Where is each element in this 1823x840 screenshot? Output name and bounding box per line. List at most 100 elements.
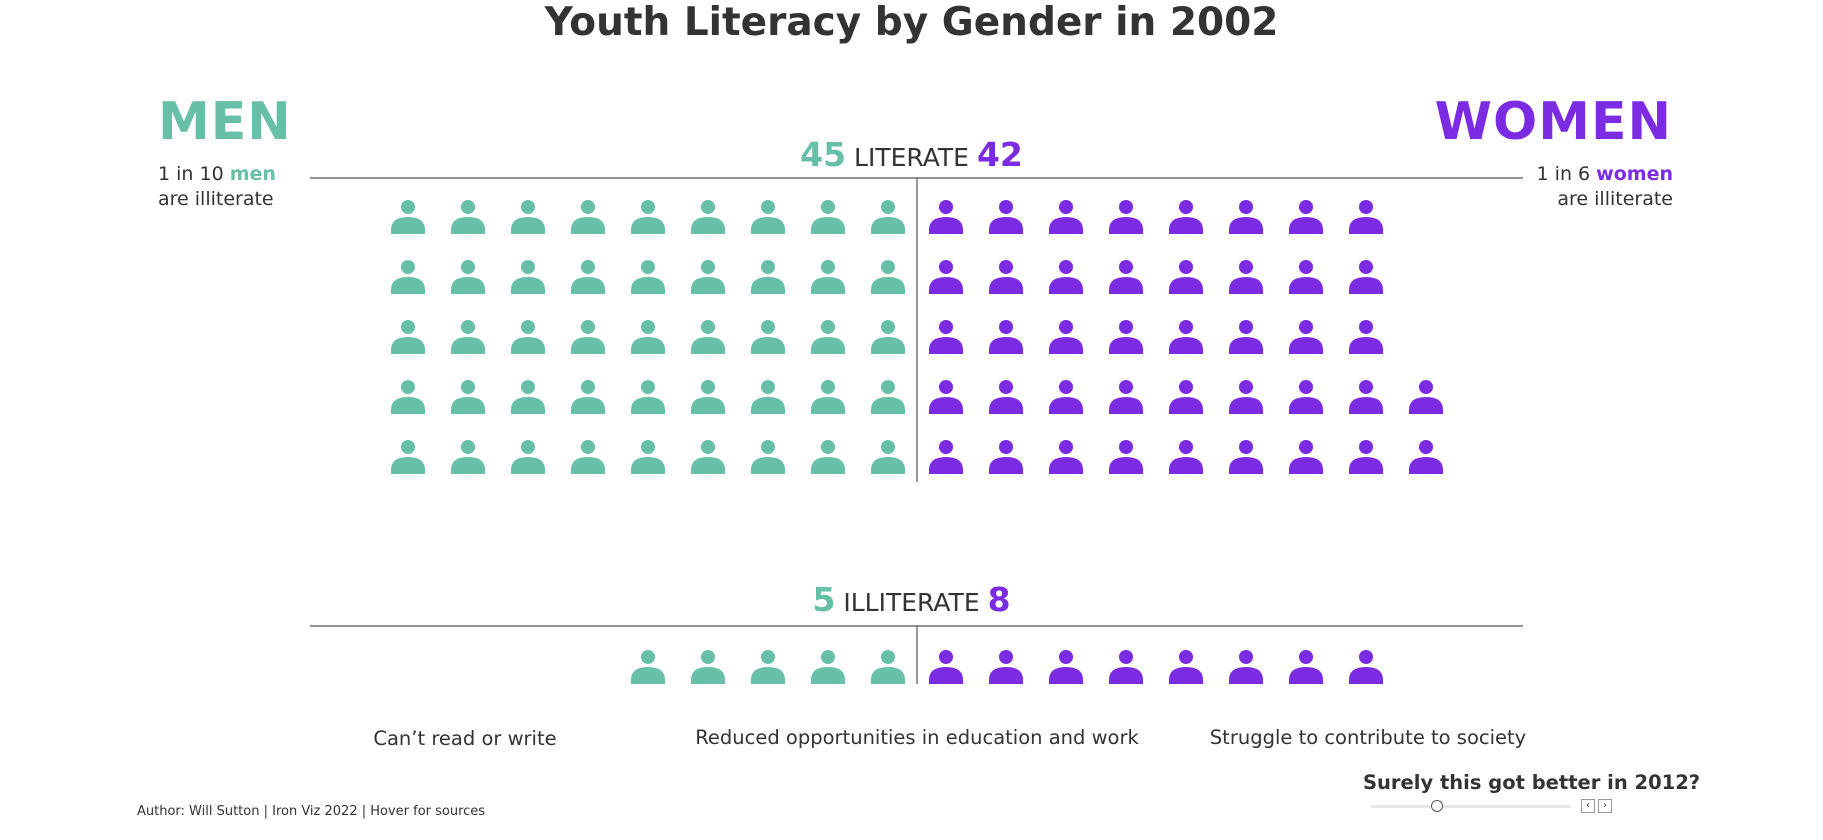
person-icons-group [391,200,1443,684]
literate-men-icon-5 [571,200,605,234]
illiterate-word: ILLITERATE [843,588,980,617]
literate-men-icon-21 [691,320,725,354]
men-heading: MEN [158,92,292,152]
women-ratio-word: women [1596,163,1673,185]
literate-women-icon-16 [929,320,963,354]
women-ratio-text: 1 in 6 women are illiterate [1537,162,1673,212]
literate-label: 45 LITERATE 42 [0,137,1823,176]
year-slider-thumb[interactable] [1431,800,1443,812]
illiterate-men-icon-3 [691,650,725,684]
literate-men-icon-16 [451,260,485,294]
women-heading: WOMEN [1434,92,1672,152]
literate-men-icon-24 [511,320,545,354]
previous-button[interactable]: ‹ [1581,799,1595,813]
literate-women-icon-34 [989,440,1023,474]
literate-men-icon-29 [751,380,785,414]
literate-men-icon-28 [811,380,845,414]
literate-women-icon-25 [989,380,1023,414]
literate-men-icon-34 [451,380,485,414]
illiterate-men-icon-1 [811,650,845,684]
literate-women-icon-24 [929,380,963,414]
literate-women-icon-2 [1049,200,1083,234]
illiterate-women-icon-7 [1349,650,1383,684]
literate-men-icon-11 [751,260,785,294]
literate-women-icon-33 [929,440,963,474]
literate-women-icon-4 [1169,200,1203,234]
literate-women-icon-3 [1109,200,1143,234]
literate-women-icon-20 [1169,320,1203,354]
literate-men-icon-27 [871,380,905,414]
literate-women-icon-30 [1289,380,1323,414]
illiterate-men-count: 5 [812,580,836,619]
literate-men-icon-20 [751,320,785,354]
year-slider-track[interactable] [1371,805,1571,808]
literate-men-icon-3 [691,200,725,234]
literate-women-icon-0 [929,200,963,234]
illiterate-women-icon-6 [1289,650,1323,684]
literate-women-icon-19 [1109,320,1143,354]
literate-men-icon-1 [811,200,845,234]
literate-men-icon-35 [391,380,425,414]
literate-women-icon-40 [1349,440,1383,474]
illiterate-women-icon-4 [1169,650,1203,684]
men-ratio-suffix: are illiterate [158,188,274,210]
illiterate-men-icon-4 [631,650,665,684]
literate-women-icon-26 [1049,380,1083,414]
literate-women-icon-1 [989,200,1023,234]
literate-women-icon-38 [1229,440,1263,474]
illiterate-women-icon-5 [1229,650,1263,684]
illiterate-women-icon-3 [1109,650,1143,684]
literate-women-icon-7 [1349,200,1383,234]
illiterate-men-icon-2 [751,650,785,684]
literate-women-icon-35 [1049,440,1083,474]
literate-men-icon-36 [871,440,905,474]
literate-women-icon-28 [1169,380,1203,414]
literate-women-icon-11 [1109,260,1143,294]
literate-men-icon-26 [391,320,425,354]
men-ratio-word: men [229,163,276,185]
literate-men-icon-44 [391,440,425,474]
literate-women-icon-21 [1229,320,1263,354]
next-button[interactable]: › [1598,799,1612,813]
illiterate-women-icon-2 [1049,650,1083,684]
literate-men-icon-6 [511,200,545,234]
literate-women-icon-15 [1349,260,1383,294]
caption-struggle-contribute: Struggle to contribute to society [1209,726,1527,749]
literate-women-icon-37 [1169,440,1203,474]
literate-men-icon-25 [451,320,485,354]
literate-men-icon-7 [451,200,485,234]
literate-men-icon-43 [451,440,485,474]
literate-men-icon-40 [631,440,665,474]
literate-men-icon-42 [511,440,545,474]
literate-men-icon-41 [571,440,605,474]
literate-women-icon-32 [1409,380,1443,414]
literate-women-icon-29 [1229,380,1263,414]
men-ratio-prefix: 1 in 10 [158,163,230,185]
literate-men-icon-31 [631,380,665,414]
literate-women-icon-10 [1049,260,1083,294]
literate-men-icon-17 [391,260,425,294]
footer-credits[interactable]: Author: Will Sutton | Iron Viz 2022 | Ho… [137,804,486,819]
literate-women-icon-36 [1109,440,1143,474]
men-ratio-text: 1 in 10 men are illiterate [158,162,276,212]
literate-women-icon-18 [1049,320,1083,354]
literate-women-count: 42 [976,135,1023,174]
literate-men-icon-38 [751,440,785,474]
literate-men-icon-14 [571,260,605,294]
literate-men-icon-19 [811,320,845,354]
literate-men-icon-39 [691,440,725,474]
illiterate-women-icon-1 [989,650,1023,684]
literate-men-icon-13 [631,260,665,294]
illiterate-women-count: 8 [987,580,1011,619]
literate-men-icon-37 [811,440,845,474]
literate-women-icon-27 [1109,380,1143,414]
literate-women-icon-12 [1169,260,1203,294]
literate-word: LITERATE [854,143,969,172]
illiterate-men-icon-0 [871,650,905,684]
caption-cant-read: Can’t read or write [373,727,557,750]
literate-men-icon-4 [631,200,665,234]
literate-women-icon-17 [989,320,1023,354]
literate-men-count: 45 [800,135,847,174]
literate-men-icon-12 [691,260,725,294]
